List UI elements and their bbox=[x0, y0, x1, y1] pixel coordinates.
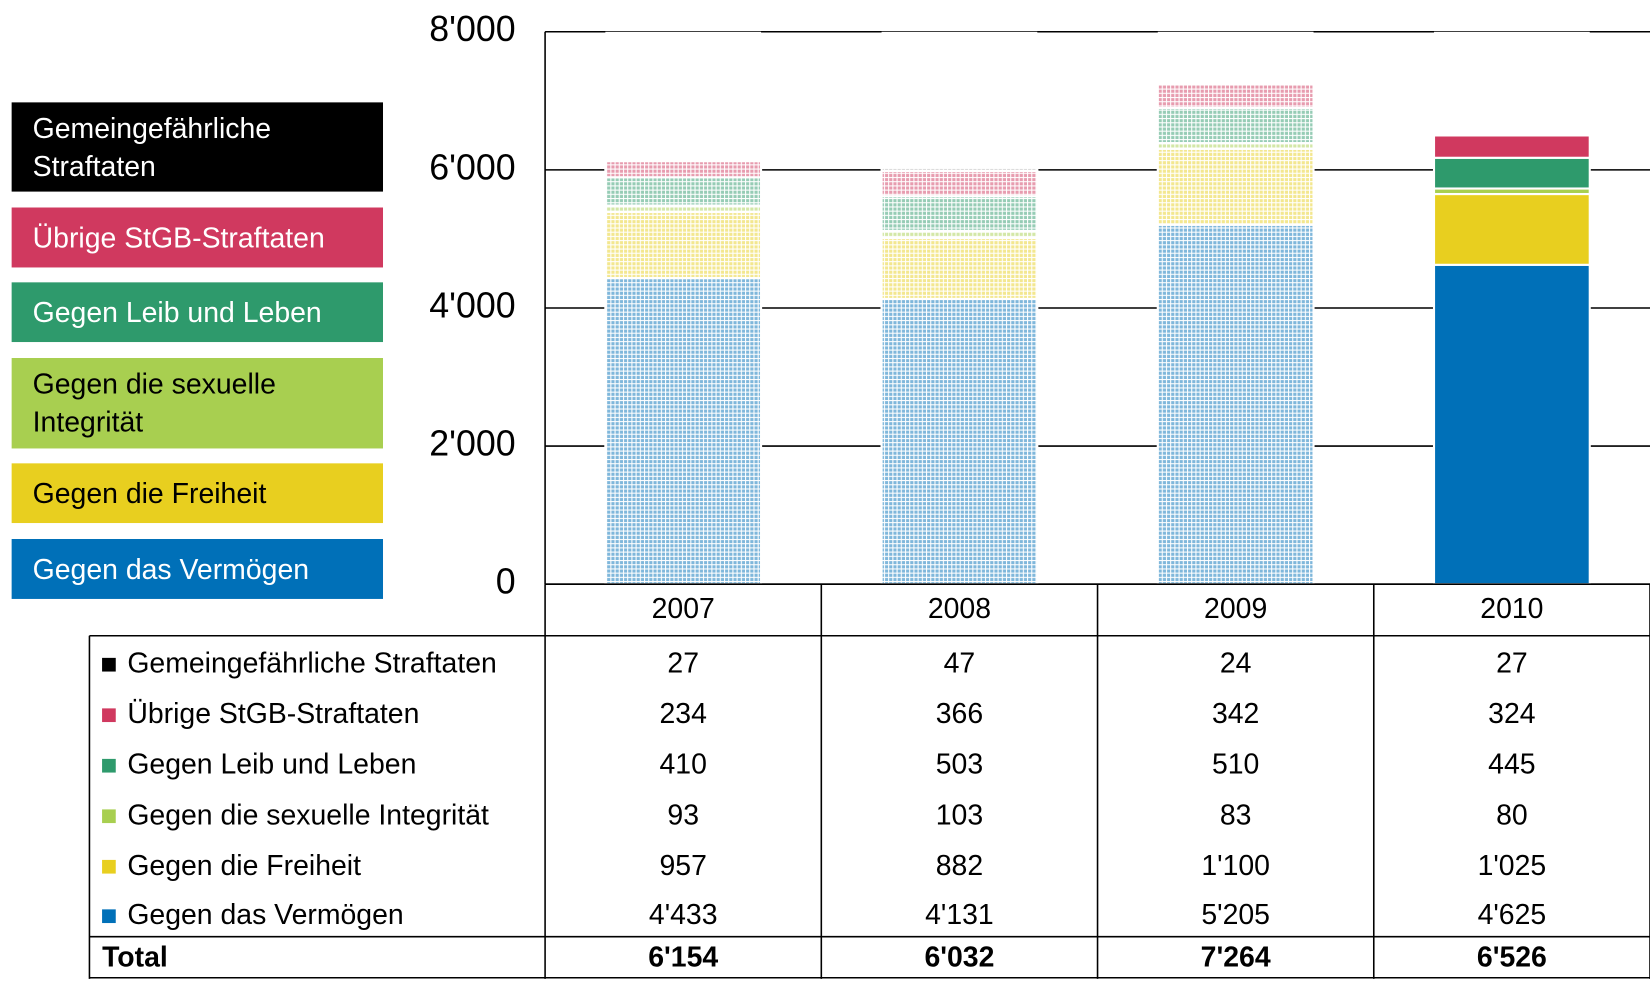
legend-item: Gemeingefährliche Straftaten bbox=[11, 102, 384, 192]
table-total: 6'154 bbox=[648, 941, 718, 973]
table-cell: 4'433 bbox=[649, 899, 718, 931]
legend-label: Gegen die Freiheit bbox=[11, 463, 384, 524]
table-cell: 410 bbox=[660, 749, 707, 781]
table-swatch bbox=[102, 708, 116, 723]
y-tick-label: 2'000 bbox=[429, 424, 515, 464]
bar-segment bbox=[604, 210, 763, 280]
y-tick-label: 4'000 bbox=[429, 285, 515, 325]
x-tick-label: 2010 bbox=[1480, 593, 1543, 625]
table-cell: 80 bbox=[1496, 799, 1528, 831]
table-cell: 27 bbox=[1496, 648, 1528, 680]
bar-segment bbox=[604, 277, 763, 586]
table-cell: 342 bbox=[1212, 698, 1259, 730]
legend-item: Gegen die sexuelle Integrität bbox=[11, 357, 384, 449]
legend-label: Übrige StGB-Straftaten bbox=[11, 207, 384, 268]
table-swatch bbox=[102, 859, 116, 874]
table-swatch bbox=[102, 758, 116, 773]
y-tick-label: 0 bbox=[496, 562, 516, 602]
bar-segment bbox=[880, 297, 1039, 586]
table-cell: 5'205 bbox=[1201, 899, 1270, 931]
bar-segment bbox=[1156, 106, 1315, 145]
bar-segment bbox=[1156, 223, 1315, 586]
table-cell: 27 bbox=[667, 648, 699, 680]
bar-segment bbox=[880, 195, 1039, 232]
table-cell: 93 bbox=[667, 799, 699, 831]
table-cell: 4'625 bbox=[1478, 899, 1547, 931]
legend-label: Gegen die sexuelle Integrität bbox=[11, 357, 384, 449]
bar-segment bbox=[1432, 156, 1591, 190]
y-tick-label: 8'000 bbox=[429, 9, 515, 49]
bar-segment bbox=[880, 169, 1039, 198]
table-swatch bbox=[102, 657, 116, 672]
table-cell: 510 bbox=[1212, 749, 1259, 781]
y-tick-label: 6'000 bbox=[429, 147, 515, 187]
bar-segment bbox=[1432, 263, 1591, 586]
bar-segment bbox=[1156, 147, 1315, 226]
legend-label: Gegen Leib und Leben bbox=[11, 282, 384, 343]
table-total: 6'526 bbox=[1477, 941, 1547, 973]
table-cell: 4'131 bbox=[925, 899, 994, 931]
table-row-label: Gegen Leib und Leben bbox=[127, 749, 416, 781]
bar-segment bbox=[1432, 134, 1591, 159]
legend-item: Gegen das Vermögen bbox=[11, 538, 384, 599]
table-swatch bbox=[102, 909, 116, 924]
legend-item: Gegen die Freiheit bbox=[11, 463, 384, 524]
table-cell: 503 bbox=[936, 749, 983, 781]
table-cell: 445 bbox=[1488, 749, 1535, 781]
table-swatch bbox=[102, 809, 116, 824]
bar-segment bbox=[880, 229, 1039, 240]
table-row-label: Gegen die Freiheit bbox=[127, 850, 361, 882]
table-total-label: Total bbox=[102, 941, 168, 973]
x-tick-label: 2007 bbox=[652, 593, 715, 625]
bar-segment bbox=[1156, 83, 1315, 109]
legend-item: Übrige StGB-Straftaten bbox=[11, 207, 384, 268]
table-cell: 234 bbox=[660, 698, 707, 730]
table-cell: 24 bbox=[1220, 648, 1252, 680]
table-cell: 1'100 bbox=[1201, 850, 1270, 882]
bar-segment bbox=[604, 158, 763, 163]
table-total: 7'264 bbox=[1201, 941, 1271, 973]
table-row-label: Übrige StGB-Straftaten bbox=[127, 698, 419, 730]
table-cell: 83 bbox=[1220, 799, 1252, 831]
x-tick-label: 2008 bbox=[928, 593, 991, 625]
table-total: 6'032 bbox=[924, 941, 994, 973]
table-cell: 957 bbox=[660, 850, 707, 882]
table-row-label: Gegen die sexuelle Integrität bbox=[127, 799, 489, 831]
bar-segment bbox=[1156, 81, 1315, 86]
table-cell: 1'025 bbox=[1478, 850, 1547, 882]
bar-segment bbox=[604, 160, 763, 179]
table-row-label: Gegen das Vermögen bbox=[127, 899, 403, 931]
table-cell: 882 bbox=[936, 850, 983, 882]
bar-segment bbox=[1432, 132, 1591, 137]
x-tick-label: 2009 bbox=[1204, 593, 1267, 625]
table-cell: 103 bbox=[936, 799, 983, 831]
table-cell: 366 bbox=[936, 698, 983, 730]
bar-segment bbox=[880, 236, 1039, 300]
table-cell: 47 bbox=[944, 648, 976, 680]
legend-item: Gegen Leib und Leben bbox=[11, 282, 384, 343]
bar-segment bbox=[880, 166, 1039, 172]
table-row-label: Gemeingefährliche Straftaten bbox=[127, 648, 497, 680]
bar-segment bbox=[1432, 192, 1591, 266]
legend-label: Gemeingefährliche Straftaten bbox=[11, 102, 384, 192]
table-cell: 324 bbox=[1488, 698, 1535, 730]
legend-label: Gegen das Vermögen bbox=[11, 538, 384, 599]
bar-segment bbox=[604, 176, 763, 207]
